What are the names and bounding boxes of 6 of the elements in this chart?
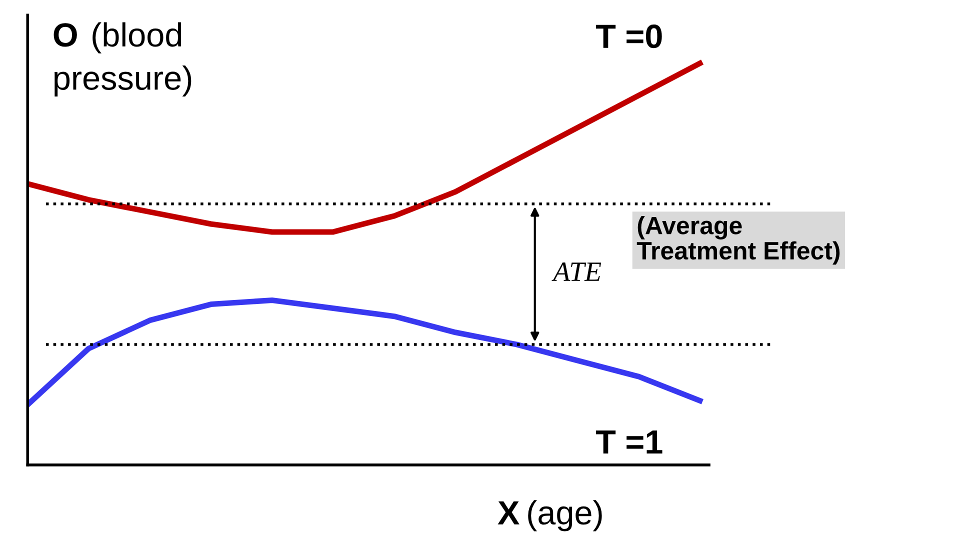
- annotation: (Average Treatment Effect): [636, 216, 840, 265]
- y-axis-title: O (blood pressure): [54, 22, 192, 97]
- series-label: T =0: [596, 24, 662, 48]
- series-label: T =1: [596, 430, 662, 454]
- annotation: ATE: [552, 262, 602, 281]
- x-axis-title: X (age): [498, 500, 602, 532]
